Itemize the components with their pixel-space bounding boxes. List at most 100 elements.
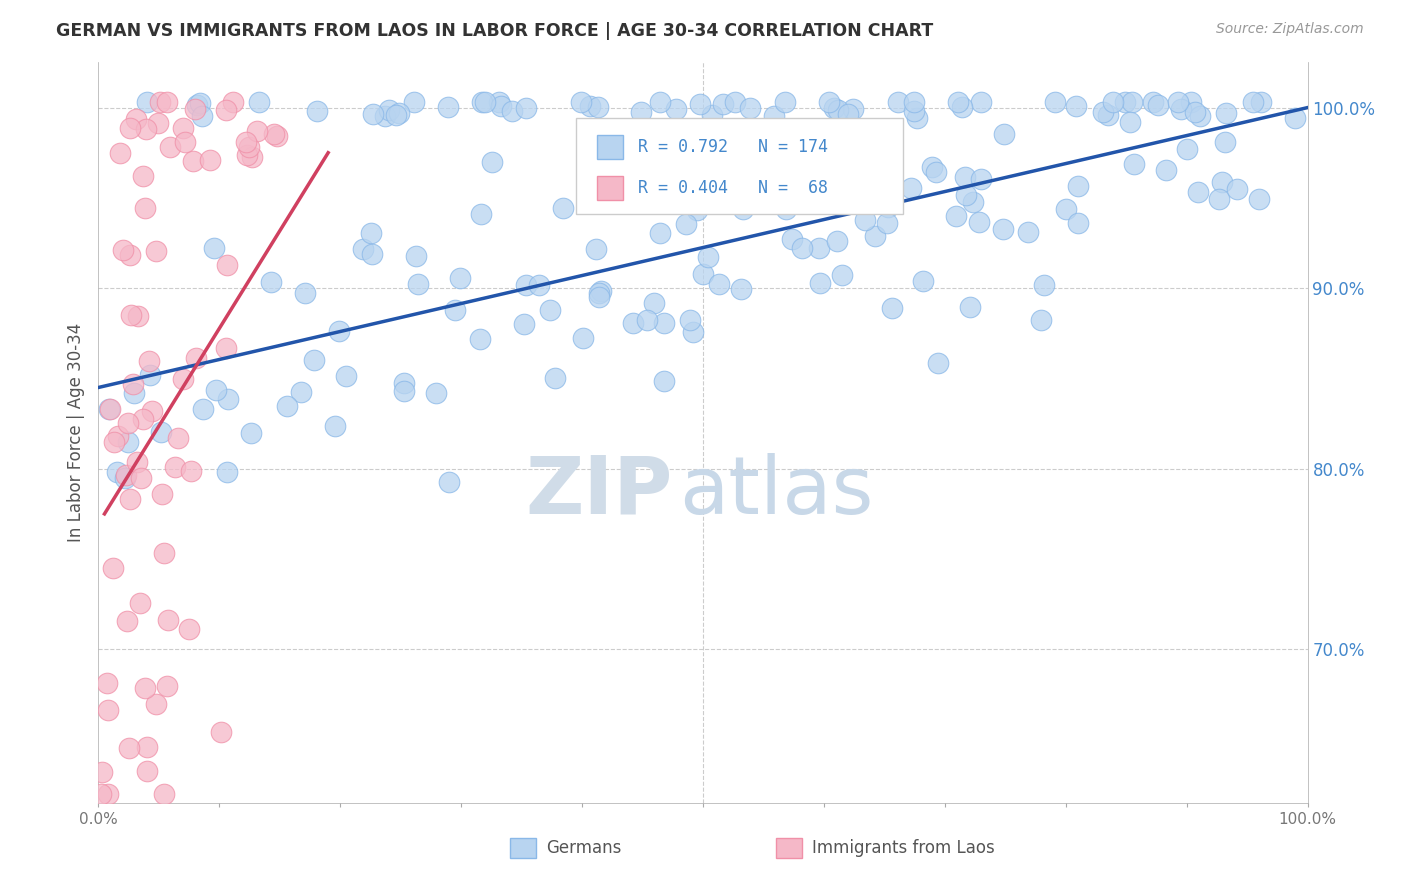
Point [825, 234, 848, 248]
Point [1170, 102, 1192, 116]
Point [122, 377, 145, 392]
Point [794, 143, 817, 157]
Text: GERMAN VS IMMIGRANTS FROM LAOS IN LABOR FORCE | AGE 30-34 CORRELATION CHART: GERMAN VS IMMIGRANTS FROM LAOS IN LABOR … [56, 22, 934, 40]
Point [762, 109, 785, 123]
Point [205, 383, 228, 397]
Point [174, 135, 197, 149]
Bar [776, 838, 803, 858]
Point [588, 289, 610, 303]
Point [172, 120, 194, 135]
Point [139, 368, 162, 382]
Point [686, 203, 709, 218]
Point [294, 286, 316, 301]
Point [186, 97, 208, 112]
Point [90, 787, 112, 801]
Point [443, 302, 465, 317]
Point [204, 241, 226, 255]
Point [103, 560, 125, 574]
Point [276, 399, 298, 413]
Point [1154, 162, 1177, 177]
Point [652, 374, 675, 388]
Point [181, 153, 204, 168]
Y-axis label: In Labor Force | Age 30-34: In Labor Force | Age 30-34 [66, 323, 84, 542]
FancyBboxPatch shape [576, 118, 903, 214]
Point [108, 146, 131, 161]
Point [711, 97, 734, 112]
Point [146, 116, 169, 130]
Text: R = 0.404   N =  68: R = 0.404 N = 68 [638, 179, 828, 197]
Point [374, 109, 396, 123]
Point [155, 95, 177, 110]
Point [970, 95, 993, 110]
Point [180, 465, 202, 479]
Point [1184, 105, 1206, 120]
Point [150, 425, 173, 439]
Point [1097, 108, 1119, 122]
Point [993, 127, 1015, 141]
Point [136, 739, 159, 754]
Point [107, 429, 129, 443]
Point [97, 787, 120, 801]
Point [643, 296, 665, 310]
Point [246, 124, 269, 138]
Point [235, 135, 257, 149]
Point [125, 112, 148, 127]
Point [117, 434, 139, 449]
Point [150, 487, 173, 501]
Point [97, 401, 120, 416]
Point [112, 243, 135, 257]
Point [388, 105, 411, 120]
Point [385, 108, 408, 122]
Point [585, 242, 607, 256]
Point [730, 282, 752, 296]
Text: R = 0.792   N = 174: R = 0.792 N = 174 [638, 138, 828, 156]
Point [650, 226, 672, 240]
Point [817, 187, 839, 202]
Point [1167, 95, 1189, 110]
Point [1147, 98, 1170, 112]
Point [378, 103, 401, 118]
Point [865, 229, 887, 244]
Point [921, 161, 943, 175]
Point [149, 95, 172, 110]
Point [239, 425, 262, 440]
Point [260, 275, 283, 289]
Point [679, 313, 702, 327]
Point [290, 384, 312, 399]
Point [837, 107, 859, 121]
Point [392, 384, 415, 398]
Point [903, 103, 925, 118]
Point [1208, 192, 1230, 206]
Point [117, 416, 139, 430]
Point [188, 95, 211, 110]
Point [787, 162, 810, 177]
Point [481, 155, 503, 169]
Point [191, 402, 214, 417]
Point [515, 101, 537, 115]
Point [876, 216, 898, 230]
Point [163, 460, 186, 475]
Point [335, 369, 357, 384]
Point [689, 97, 711, 112]
Point [214, 103, 236, 117]
Point [950, 99, 973, 113]
Point [155, 679, 177, 693]
Point [579, 99, 602, 113]
Point [1142, 95, 1164, 110]
Point [471, 95, 494, 110]
Point [1054, 202, 1077, 216]
Point [824, 163, 846, 178]
Point [948, 95, 970, 110]
Point [145, 244, 167, 258]
Point [425, 386, 447, 401]
Point [449, 271, 471, 285]
Point [780, 231, 803, 245]
Point [733, 202, 755, 216]
Point [1091, 105, 1114, 120]
Point [925, 165, 948, 179]
Point [512, 317, 534, 331]
Point [489, 99, 512, 113]
Point [132, 169, 155, 184]
Point [962, 195, 984, 210]
Point [177, 622, 200, 636]
